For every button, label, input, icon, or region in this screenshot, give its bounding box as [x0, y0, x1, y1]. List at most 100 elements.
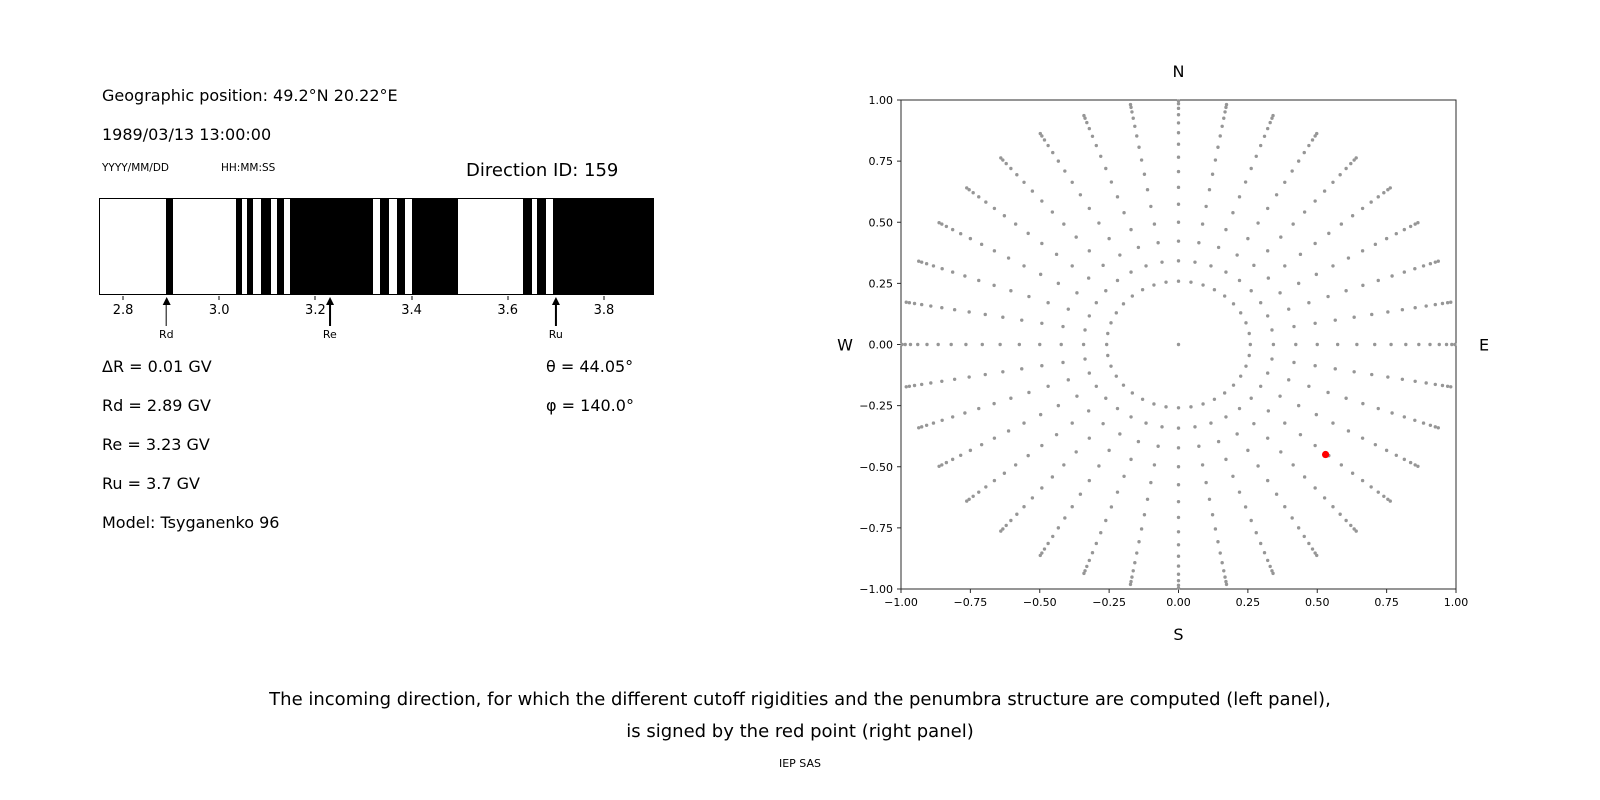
direction-point [1056, 526, 1061, 530]
direction-point [1424, 381, 1428, 385]
direction-point [1130, 294, 1135, 298]
direction-point [1223, 575, 1227, 579]
direction-point [1122, 211, 1126, 215]
direction-point [983, 372, 987, 377]
x-tick-label: 0.25 [1236, 596, 1261, 609]
direction-point [1224, 579, 1228, 584]
direction-point [1212, 287, 1217, 292]
direction-point [1083, 357, 1087, 361]
direction-point [1118, 432, 1122, 436]
penumbra-band [552, 199, 653, 294]
direction-point [980, 342, 984, 347]
direction-point [967, 310, 971, 314]
direction-point [1231, 211, 1235, 215]
direction-point [1013, 222, 1018, 226]
direction-point [1140, 397, 1145, 402]
direction-point [1176, 259, 1181, 263]
penumbra-tick [603, 296, 605, 300]
direction-point [1296, 159, 1301, 163]
direction-point [1382, 190, 1386, 195]
direction-point [1404, 342, 1408, 347]
direction-point [929, 304, 933, 308]
direction-point [1313, 199, 1317, 203]
direction-point [1027, 390, 1031, 395]
direction-point [1292, 360, 1296, 365]
direction-point [1216, 145, 1220, 149]
direction-point [1388, 186, 1392, 190]
direction-point [1265, 558, 1270, 563]
direction-point [1331, 421, 1335, 425]
direction-point [1339, 463, 1344, 467]
direction-point [917, 259, 921, 263]
direction-point [967, 375, 971, 379]
direction-point [1326, 294, 1330, 299]
direction-point [984, 200, 988, 204]
direction-point [1099, 531, 1103, 535]
direction-point [1051, 150, 1055, 155]
direction-point [1352, 527, 1356, 531]
direction-point [1421, 421, 1426, 425]
direction-point [1042, 547, 1047, 551]
direction-point [916, 342, 920, 347]
direction-point [1087, 249, 1092, 253]
direction-point [1360, 206, 1365, 211]
direction-point [1197, 241, 1201, 245]
direction-point [1384, 448, 1389, 453]
direction-point [1413, 418, 1417, 422]
direction-point [1224, 227, 1228, 232]
direction-point [1376, 278, 1380, 283]
direction-point [1402, 270, 1407, 274]
direction-point [1258, 300, 1263, 305]
direction-point [1413, 267, 1417, 271]
compass-west-label: W [837, 336, 853, 355]
cutoff-marker-label: Ru [548, 328, 563, 341]
direction-point [1382, 494, 1386, 499]
direction-point [919, 302, 924, 307]
direction-point [1020, 367, 1024, 371]
direction-point [1176, 239, 1181, 243]
direction-point [1164, 405, 1168, 409]
direction-point [1355, 342, 1359, 347]
penumbra-band [397, 199, 405, 294]
penumbra-bands [100, 199, 653, 294]
caption-line-2: is signed by the red point (right panel) [626, 721, 974, 742]
direction-point [1437, 342, 1441, 347]
direction-point [1087, 436, 1092, 440]
direction-point [1265, 478, 1270, 483]
direction-point [965, 499, 969, 503]
penumbra-tick-label: 3.0 [208, 303, 230, 318]
direction-point [1156, 241, 1160, 245]
direction-point [1193, 260, 1197, 264]
penumbra-band [379, 199, 390, 294]
direction-point [1400, 308, 1405, 312]
direction-point [1386, 497, 1390, 501]
direction-point [1176, 106, 1181, 111]
direction-point [1204, 480, 1208, 485]
direction-point [1129, 415, 1133, 419]
direction-point [1106, 331, 1110, 336]
direction-id-text: Direction ID: 159 [466, 160, 619, 181]
cutoff-marker-label: Re [322, 328, 337, 341]
direction-point [999, 529, 1003, 533]
penumbra-x-axis: 2.8 3.0 3.2 3.4 3.6 3.8 [99, 296, 652, 322]
direction-point [1087, 206, 1092, 211]
direction-point [1210, 513, 1215, 517]
direction-point [1050, 210, 1055, 214]
direction-point [1313, 486, 1317, 490]
penumbra-tick [218, 296, 220, 300]
direction-point [1421, 264, 1426, 268]
direction-point [937, 464, 941, 468]
direction-point [1449, 385, 1453, 389]
direction-point [1333, 367, 1337, 371]
direction-point [1104, 289, 1108, 293]
direction-point [1142, 513, 1147, 517]
re-text: Re = 3.23 GV [102, 435, 210, 454]
direction-point [1130, 391, 1135, 395]
direction-point [1101, 263, 1105, 268]
direction-point [958, 453, 963, 457]
direction-point [1176, 169, 1181, 174]
direction-point [940, 306, 944, 310]
direction-point [1015, 173, 1019, 177]
cutoff-marker-re: Re [323, 297, 337, 341]
cutoff-marker-ru: Ru [549, 297, 563, 341]
